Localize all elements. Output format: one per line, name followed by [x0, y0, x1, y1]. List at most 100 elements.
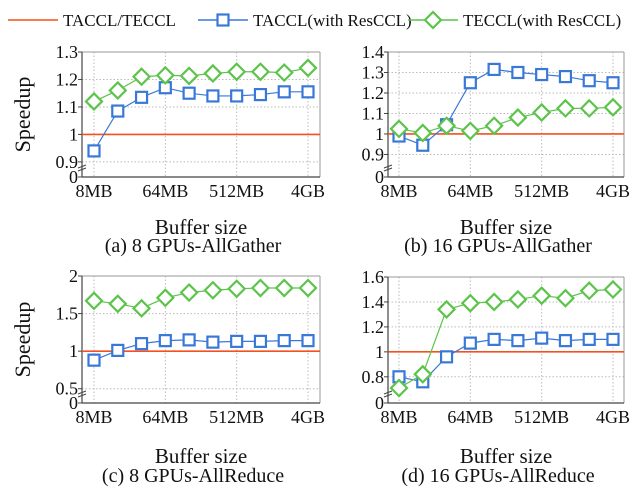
legend-entry: TACCL(with ResCCL)	[198, 11, 412, 30]
square-marker	[87, 353, 101, 367]
x-tick-label: 512MB	[209, 407, 264, 427]
y-tick-label: 1.2	[362, 83, 385, 103]
subplot-caption: (d) 16 GPUs-AllReduce	[401, 465, 594, 487]
y-tick-label: 1.5	[56, 304, 79, 324]
square-marker	[253, 334, 268, 348]
x-axis-label: Buffer size	[460, 215, 552, 239]
square-marker	[301, 334, 315, 348]
y-tick-label: 0	[375, 167, 384, 187]
y-tick-label: 0	[69, 167, 78, 187]
diamond-marker	[532, 286, 552, 306]
square-marker	[582, 74, 596, 88]
y-tick-label: 1.2	[362, 317, 385, 337]
square-marker	[301, 85, 315, 99]
diamond-marker	[413, 123, 433, 143]
diamond-marker	[155, 65, 175, 85]
square-marker	[511, 334, 525, 348]
x-tick-label: 512MB	[514, 407, 569, 427]
diamond-marker	[84, 291, 104, 311]
y-axis-label: Speedup	[10, 77, 35, 153]
series-line	[398, 68, 614, 146]
square-marker	[111, 104, 125, 118]
square-marker	[158, 334, 172, 348]
diamond-marker	[298, 58, 318, 78]
y-tick-label: 0	[69, 393, 78, 413]
diamond-marker	[436, 299, 457, 319]
y-tick-label: 0.8	[362, 367, 385, 387]
legend-label: TACCL(with ResCCL)	[253, 11, 412, 30]
y-tick-label: 1.3	[362, 62, 385, 82]
series-line	[398, 337, 613, 383]
diamond-marker	[131, 67, 152, 87]
diamond-marker	[250, 62, 271, 82]
series-line	[93, 67, 309, 102]
x-axis-label: Buffer size	[460, 444, 552, 468]
diamond-marker	[179, 282, 199, 303]
diamond-marker	[155, 288, 175, 308]
square-marker	[216, 13, 230, 27]
diamond-marker	[179, 66, 199, 86]
diamond-marker	[108, 80, 128, 101]
y-tick-label: 1.1	[56, 97, 79, 117]
square-marker	[558, 334, 573, 348]
diamond-marker	[555, 98, 576, 118]
square-marker	[606, 332, 620, 346]
x-tick-label: 8MB	[75, 407, 112, 427]
square-marker	[558, 69, 573, 84]
subplot-caption: (a) 8 GPUs-AllGather	[105, 235, 282, 257]
y-tick-label: 1.3	[56, 42, 79, 62]
diamond-marker	[484, 116, 504, 136]
y-tick-label: 1.6	[362, 267, 385, 287]
square-marker	[87, 144, 101, 158]
subplot: 00.9 1 1.1 1.2 1.3 8MB 64MB 512MB 4GB Speedup Buff…	[10, 42, 325, 257]
diamond-marker	[532, 102, 552, 123]
y-tick-label: 0.9	[56, 152, 79, 172]
y-tick-label: 0.5	[56, 379, 79, 399]
y-tick-label: 0	[375, 393, 384, 413]
diamond-marker	[298, 278, 318, 298]
square-marker	[439, 350, 454, 364]
legend-entry: TECCL(with ResCCL)	[408, 10, 621, 30]
diamond-marker	[579, 98, 599, 118]
diamond-marker	[579, 281, 599, 301]
y-tick-label: 1	[375, 342, 384, 362]
series-line	[93, 87, 308, 152]
diamond-marker	[423, 10, 443, 30]
square-marker	[535, 331, 549, 345]
square-marker	[535, 67, 549, 82]
diamond-marker	[555, 288, 576, 308]
x-tick-label: 64MB	[142, 407, 188, 427]
diamond-marker	[389, 378, 409, 398]
square-marker	[206, 335, 220, 349]
subplot: 0 0.911.11.21.31.4 8MB 64MB 512MB 4GB Buffer s…	[362, 42, 631, 257]
subplot-caption: (c) 8 GPUs-AllReduce	[102, 465, 284, 487]
y-tick-label: 2	[69, 266, 78, 286]
x-tick-label: 8MB	[380, 181, 417, 201]
series-line	[93, 287, 308, 309]
square-marker	[230, 89, 244, 103]
diamond-marker	[227, 279, 247, 299]
legend-label: TECCL(with ResCCL)	[463, 11, 621, 30]
square-marker	[134, 337, 149, 351]
y-tick-label: 1.2	[56, 69, 79, 89]
diamond-marker	[274, 63, 294, 83]
diamond-marker	[108, 294, 128, 314]
x-tick-label: 64MB	[447, 407, 493, 427]
legend-label: TACCL/TECCL	[63, 11, 176, 30]
square-marker	[206, 89, 220, 103]
y-tick-label: 1.4	[362, 42, 385, 62]
series-line	[93, 339, 308, 361]
square-marker	[134, 90, 149, 104]
x-tick-label: 8MB	[75, 181, 112, 201]
y-axis-label: Speedup	[10, 302, 35, 378]
x-tick-label: 4GB	[596, 181, 630, 201]
diamond-marker	[460, 121, 480, 141]
diamond-marker	[203, 280, 223, 300]
diamond-marker	[227, 62, 247, 82]
diamond-marker	[203, 63, 223, 83]
subplot: 00.5 1 1.5 2 8MB 64MB 512MB 4GB Speedup Buffer si…	[10, 266, 325, 487]
diamond-marker	[603, 279, 623, 300]
square-marker	[277, 85, 291, 99]
diamond-marker	[413, 364, 433, 384]
diamond-marker	[84, 91, 104, 112]
